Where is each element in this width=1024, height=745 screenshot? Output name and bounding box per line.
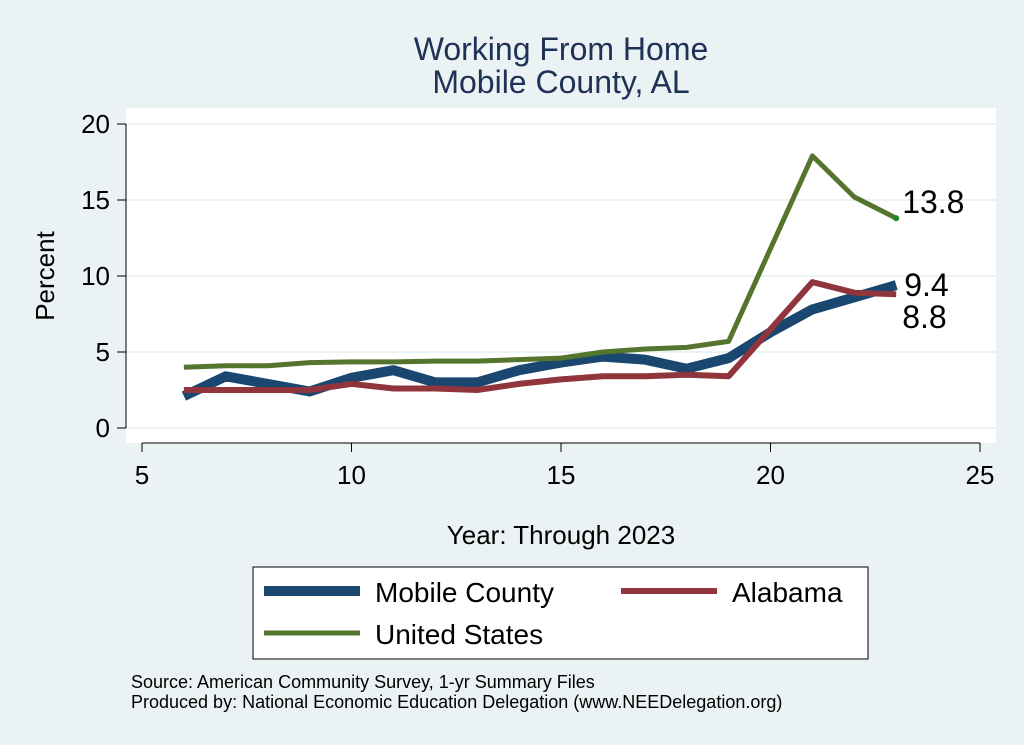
y-tick-label-0: 0 [96,413,110,443]
title-line-2: Mobile County, AL [432,64,689,100]
legend-box [252,566,869,660]
x-tick-label-25: 25 [966,460,995,490]
y-tick-label-15: 15 [81,185,110,215]
y-tick-label-20: 20 [81,109,110,139]
y-tick-label-5: 5 [96,337,110,367]
legend-label-united-states: United States [375,619,543,650]
legend-label-mobile-county: Mobile County [375,577,554,608]
x-axis: 5 10 15 20 25 [135,442,995,490]
series-line-alabama [183,279,897,393]
x-tick-label-20: 20 [756,460,785,490]
series-lines [181,153,898,401]
end-labels: 9.48.8 13.8 [893,184,964,335]
x-tick-label-15: 15 [547,460,576,490]
end-label-mobile-county: 9.4 [904,267,948,303]
source-notes: Source: American Community Survey, 1-yr … [131,672,782,712]
title-line-1: Working From Home [414,31,709,67]
series-line-united-states [183,153,898,370]
legend: Mobile County Alabama United States [264,577,843,650]
end-label-united-states: 13.8 [902,184,964,220]
y-axis: 0 5 10 15 20 [81,109,127,443]
y-tick-label-10: 10 [81,261,110,291]
y-axis-label: Percent [30,230,60,320]
x-tick-label-10: 10 [337,460,366,490]
legend-label-alabama: Alabama [732,577,843,608]
grid-lines [126,123,996,429]
end-marker-united-states [893,215,900,222]
note-line-2: Produced by: National Economic Education… [131,692,782,712]
end-label-alabama: 8.8 [902,299,946,335]
x-tick-label-5: 5 [135,460,149,490]
x-axis-label: Year: Through 2023 [447,520,675,550]
note-line-1: Source: American Community Survey, 1-yr … [131,672,595,692]
